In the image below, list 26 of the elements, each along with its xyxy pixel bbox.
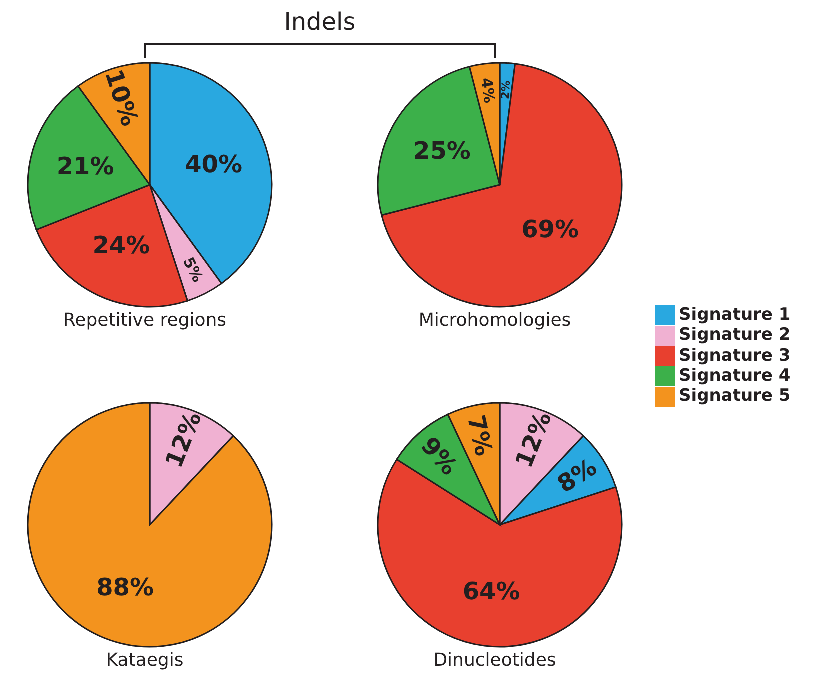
legend-label: Signature 3 [679,346,791,366]
pie-slice [381,63,623,308]
data-label: 40% [185,150,243,178]
legend-label: Signature 1 [679,305,791,325]
data-label: 5% [179,254,207,286]
legend-label: Signature 2 [679,325,791,346]
data-label: 2% [498,80,514,100]
text: Repetitive regions [62,310,228,331]
data-label: 4% [478,76,499,104]
data-label: 69% [522,215,580,244]
data-label: 24% [92,232,150,260]
legend-label: Signature 4 [679,366,791,386]
data-label: 21% [56,152,114,180]
pie-slice [27,402,273,648]
legend-label: Signature 5 [679,386,791,406]
data-label: 25% [414,136,471,165]
text: Dinucleotides [432,650,558,671]
text: Microhomologies [418,310,572,331]
data-label: 12% [160,408,208,472]
text: Kataegis [105,650,185,671]
data-label: 64% [462,578,520,606]
text: Indels [283,8,357,36]
data-label: 88% [96,573,154,602]
data-label: 10% [100,66,144,130]
data-label: 7% [462,412,498,459]
data-label: 9% [416,432,464,481]
